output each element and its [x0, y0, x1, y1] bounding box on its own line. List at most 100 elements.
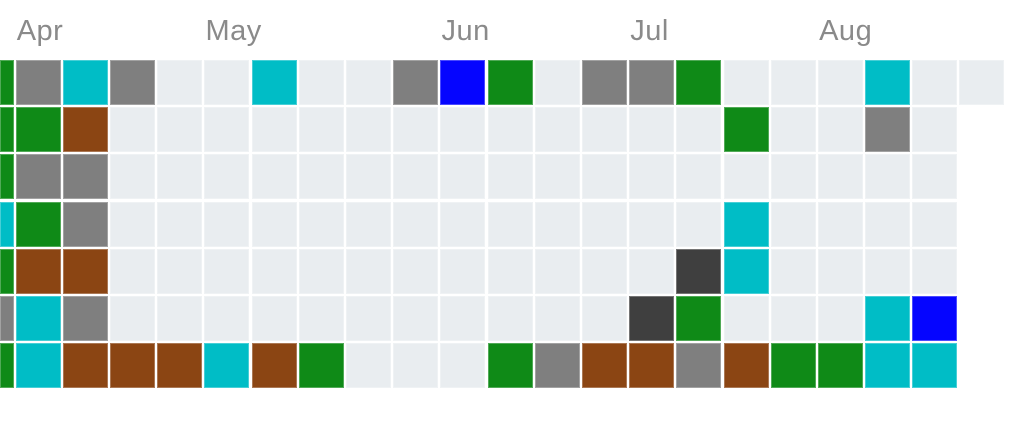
heatmap-cell-empty[interactable] [298, 60, 344, 105]
heatmap-cell-empty[interactable] [487, 295, 533, 341]
heatmap-cell-empty[interactable] [723, 60, 769, 105]
heatmap-cell-empty[interactable] [393, 154, 439, 200]
heatmap-cell-gray[interactable] [865, 107, 911, 153]
heatmap-cell-green[interactable] [0, 60, 14, 105]
heatmap-cell-gray[interactable] [393, 60, 439, 105]
heatmap-cell-empty[interactable] [534, 60, 580, 105]
heatmap-cell-empty[interactable] [251, 295, 297, 341]
heatmap-cell-green[interactable] [770, 343, 816, 389]
heatmap-cell-teal[interactable] [865, 295, 911, 341]
heatmap-cell-empty[interactable] [298, 248, 344, 294]
heatmap-cell-green[interactable] [723, 107, 769, 153]
heatmap-cell-empty[interactable] [581, 201, 627, 247]
heatmap-cell-empty[interactable] [110, 154, 156, 200]
heatmap-cell-empty[interactable] [676, 107, 722, 153]
heatmap-cell-empty[interactable] [110, 201, 156, 247]
heatmap-cell-empty[interactable] [817, 107, 863, 153]
heatmap-cell-green[interactable] [676, 60, 722, 105]
heatmap-cell-teal[interactable] [865, 60, 911, 105]
heatmap-cell-empty[interactable] [581, 248, 627, 294]
heatmap-cell-empty[interactable] [440, 295, 486, 341]
heatmap-cell-empty[interactable] [865, 154, 911, 200]
heatmap-cell-empty[interactable] [393, 201, 439, 247]
heatmap-cell-teal[interactable] [251, 60, 297, 105]
heatmap-cell-empty[interactable] [817, 201, 863, 247]
heatmap-cell-empty[interactable] [817, 60, 863, 105]
heatmap-cell-gray[interactable] [62, 295, 108, 341]
heatmap-cell-empty[interactable] [346, 60, 391, 105]
heatmap-cell-empty[interactable] [487, 201, 533, 247]
heatmap-cell-green[interactable] [817, 343, 863, 389]
heatmap-cell-empty[interactable] [912, 201, 958, 247]
heatmap-cell-gray[interactable] [110, 60, 156, 105]
heatmap-cell-empty[interactable] [723, 295, 769, 341]
heatmap-cell-empty[interactable] [770, 201, 816, 247]
heatmap-cell-teal[interactable] [912, 343, 958, 389]
heatmap-cell-empty[interactable] [817, 295, 863, 341]
heatmap-cell-teal[interactable] [62, 60, 108, 105]
heatmap-cell-empty[interactable] [346, 201, 391, 247]
heatmap-cell-empty[interactable] [346, 154, 391, 200]
heatmap-cell-empty[interactable] [346, 248, 391, 294]
heatmap-cell-brown[interactable] [581, 343, 627, 389]
heatmap-cell-brown[interactable] [62, 248, 108, 294]
heatmap-cell-empty[interactable] [629, 248, 675, 294]
heatmap-cell-green[interactable] [15, 201, 61, 247]
heatmap-cell-empty[interactable] [157, 60, 203, 105]
heatmap-cell-empty[interactable] [912, 60, 958, 105]
heatmap-cell-empty[interactable] [157, 295, 203, 341]
heatmap-cell-brown[interactable] [251, 343, 297, 389]
heatmap-cell-gray[interactable] [0, 295, 14, 341]
heatmap-cell-empty[interactable] [110, 248, 156, 294]
heatmap-cell-empty[interactable] [817, 154, 863, 200]
heatmap-cell-gray[interactable] [62, 154, 108, 200]
heatmap-cell-empty[interactable] [581, 154, 627, 200]
heatmap-cell-dark[interactable] [629, 295, 675, 341]
heatmap-cell-empty[interactable] [440, 154, 486, 200]
heatmap-cell-empty[interactable] [298, 107, 344, 153]
heatmap-cell-empty[interactable] [440, 343, 486, 389]
heatmap-cell-empty[interactable] [629, 201, 675, 247]
heatmap-cell-empty[interactable] [723, 154, 769, 200]
heatmap-cell-gray[interactable] [676, 343, 722, 389]
heatmap-cell-green[interactable] [0, 154, 14, 200]
heatmap-cell-empty[interactable] [487, 107, 533, 153]
heatmap-cell-empty[interactable] [204, 295, 250, 341]
heatmap-cell-dark[interactable] [676, 248, 722, 294]
heatmap-cell-empty[interactable] [204, 154, 250, 200]
heatmap-cell-empty[interactable] [440, 107, 486, 153]
heatmap-cell-gray[interactable] [581, 60, 627, 105]
heatmap-cell-empty[interactable] [487, 154, 533, 200]
heatmap-cell-green[interactable] [298, 343, 344, 389]
heatmap-cell-empty[interactable] [912, 154, 958, 200]
heatmap-cell-empty[interactable] [865, 248, 911, 294]
heatmap-cell-empty[interactable] [770, 248, 816, 294]
heatmap-cell-empty[interactable] [251, 154, 297, 200]
heatmap-cell-empty[interactable] [204, 248, 250, 294]
heatmap-cell-brown[interactable] [110, 343, 156, 389]
heatmap-cell-empty[interactable] [534, 201, 580, 247]
heatmap-cell-green[interactable] [487, 60, 533, 105]
heatmap-cell-empty[interactable] [251, 248, 297, 294]
heatmap-cell-empty[interactable] [298, 295, 344, 341]
heatmap-cell-empty[interactable] [770, 154, 816, 200]
heatmap-cell-empty[interactable] [204, 60, 250, 105]
heatmap-cell-empty[interactable] [157, 154, 203, 200]
heatmap-cell-empty[interactable] [865, 201, 911, 247]
heatmap-cell-empty[interactable] [251, 201, 297, 247]
heatmap-cell-empty[interactable] [534, 107, 580, 153]
heatmap-cell-teal[interactable] [723, 248, 769, 294]
heatmap-cell-empty[interactable] [534, 295, 580, 341]
heatmap-cell-empty[interactable] [440, 248, 486, 294]
heatmap-cell-green[interactable] [487, 343, 533, 389]
heatmap-cell-teal[interactable] [0, 201, 14, 247]
heatmap-cell-gray[interactable] [15, 154, 61, 200]
heatmap-cell-empty[interactable] [817, 248, 863, 294]
heatmap-cell-gray[interactable] [629, 60, 675, 105]
heatmap-cell-empty[interactable] [676, 201, 722, 247]
heatmap-cell-green[interactable] [0, 107, 14, 153]
heatmap-cell-empty[interactable] [346, 343, 391, 389]
heatmap-cell-gray[interactable] [62, 201, 108, 247]
heatmap-cell-empty[interactable] [629, 154, 675, 200]
heatmap-cell-empty[interactable] [251, 107, 297, 153]
